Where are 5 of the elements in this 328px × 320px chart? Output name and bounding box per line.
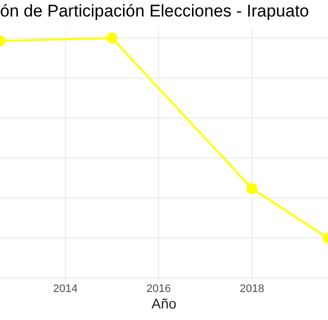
- x-tick-label: 2016: [146, 283, 171, 295]
- x-tick-label: 2014: [53, 283, 78, 295]
- x-axis-title: Año: [152, 295, 177, 312]
- chart-title: ón de Participación Elecciones - Irapuato: [0, 2, 310, 21]
- x-tick-label: 2018: [240, 283, 264, 295]
